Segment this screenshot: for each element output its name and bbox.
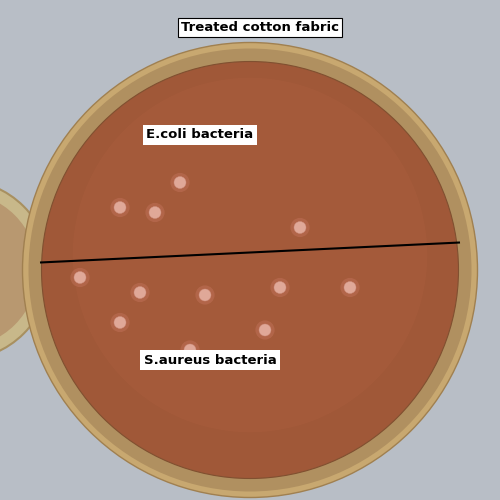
Circle shape	[73, 78, 427, 432]
Circle shape	[274, 282, 286, 294]
Circle shape	[270, 278, 289, 297]
Circle shape	[184, 344, 196, 356]
Circle shape	[42, 62, 459, 478]
Circle shape	[256, 320, 274, 340]
Circle shape	[110, 198, 130, 217]
Circle shape	[114, 202, 126, 213]
Circle shape	[130, 283, 150, 302]
Circle shape	[340, 278, 359, 297]
Circle shape	[74, 272, 86, 283]
Circle shape	[199, 289, 211, 301]
Circle shape	[180, 340, 200, 359]
Circle shape	[149, 206, 161, 218]
Circle shape	[344, 282, 356, 294]
Circle shape	[170, 173, 190, 192]
Circle shape	[259, 324, 271, 336]
Text: E.coli bacteria: E.coli bacteria	[146, 128, 254, 141]
Circle shape	[0, 180, 50, 360]
Circle shape	[22, 42, 477, 498]
Circle shape	[114, 316, 126, 328]
Circle shape	[134, 286, 146, 298]
Circle shape	[174, 176, 186, 188]
Circle shape	[146, 203, 165, 222]
Text: S.aureus bacteria: S.aureus bacteria	[144, 354, 276, 366]
Circle shape	[290, 218, 310, 237]
Circle shape	[110, 313, 130, 332]
Circle shape	[70, 268, 90, 287]
Circle shape	[196, 286, 214, 304]
Text: Treated cotton fabric: Treated cotton fabric	[181, 21, 339, 34]
Circle shape	[294, 222, 306, 234]
Circle shape	[28, 48, 471, 492]
Circle shape	[0, 192, 38, 348]
